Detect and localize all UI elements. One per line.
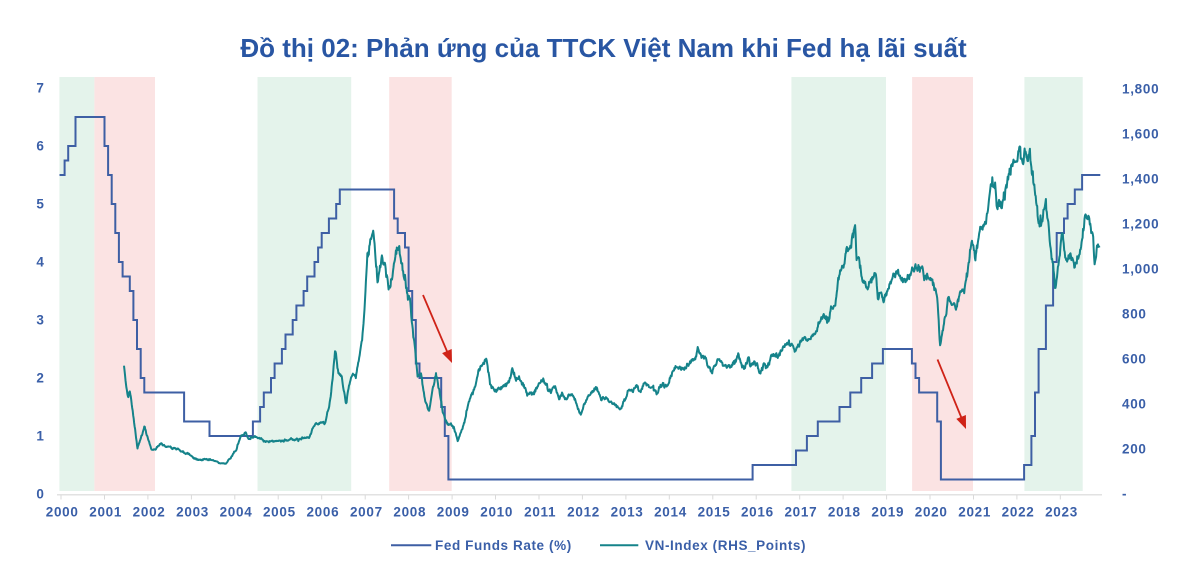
svg-text:600: 600 — [1122, 352, 1147, 367]
svg-text:2023: 2023 — [1045, 505, 1078, 520]
svg-text:1,200: 1,200 — [1122, 217, 1159, 232]
svg-text:2007: 2007 — [350, 505, 383, 520]
svg-text:2005: 2005 — [263, 505, 296, 520]
svg-text:3: 3 — [36, 313, 44, 328]
svg-text:2009: 2009 — [437, 505, 470, 520]
svg-text:1: 1 — [36, 429, 44, 444]
svg-text:2014: 2014 — [654, 505, 687, 520]
svg-text:2013: 2013 — [611, 505, 644, 520]
svg-text:400: 400 — [1122, 397, 1147, 412]
svg-text:5: 5 — [36, 197, 44, 212]
svg-text:2022: 2022 — [1002, 505, 1035, 520]
svg-text:2004: 2004 — [220, 505, 253, 520]
svg-text:7: 7 — [36, 81, 44, 96]
svg-text:2010: 2010 — [480, 505, 513, 520]
svg-text:800: 800 — [1122, 307, 1147, 322]
svg-text:2001: 2001 — [89, 505, 122, 520]
svg-text:1,800: 1,800 — [1122, 82, 1159, 97]
svg-text:2011: 2011 — [524, 505, 556, 520]
svg-text:200: 200 — [1122, 442, 1147, 457]
svg-text:1,600: 1,600 — [1122, 127, 1159, 142]
svg-text:6: 6 — [36, 139, 44, 154]
svg-text:2018: 2018 — [828, 505, 861, 520]
svg-text:2000: 2000 — [46, 505, 79, 520]
svg-text:2008: 2008 — [393, 505, 426, 520]
svg-text:Fed Funds Rate (%): Fed Funds Rate (%) — [435, 538, 572, 553]
svg-text:2019: 2019 — [871, 505, 904, 520]
svg-text:2: 2 — [36, 371, 44, 386]
svg-text:2015: 2015 — [698, 505, 731, 520]
svg-text:1,000: 1,000 — [1122, 262, 1159, 277]
svg-text:1,400: 1,400 — [1122, 172, 1159, 187]
svg-text:VN-Index (RHS_Points): VN-Index (RHS_Points) — [645, 538, 806, 553]
svg-text:0: 0 — [36, 487, 44, 502]
svg-text:-: - — [1122, 487, 1127, 502]
svg-text:2012: 2012 — [567, 505, 600, 520]
svg-text:2006: 2006 — [306, 505, 339, 520]
svg-text:2020: 2020 — [915, 505, 948, 520]
svg-text:2002: 2002 — [133, 505, 166, 520]
svg-text:2016: 2016 — [741, 505, 774, 520]
svg-text:2021: 2021 — [958, 505, 991, 520]
svg-text:2017: 2017 — [784, 505, 817, 520]
svg-text:4: 4 — [36, 255, 44, 270]
svg-text:2003: 2003 — [176, 505, 209, 520]
svg-text:Đồ thị 02: Phản ứng của TTCK V: Đồ thị 02: Phản ứng của TTCK Việt Nam kh… — [240, 33, 967, 63]
